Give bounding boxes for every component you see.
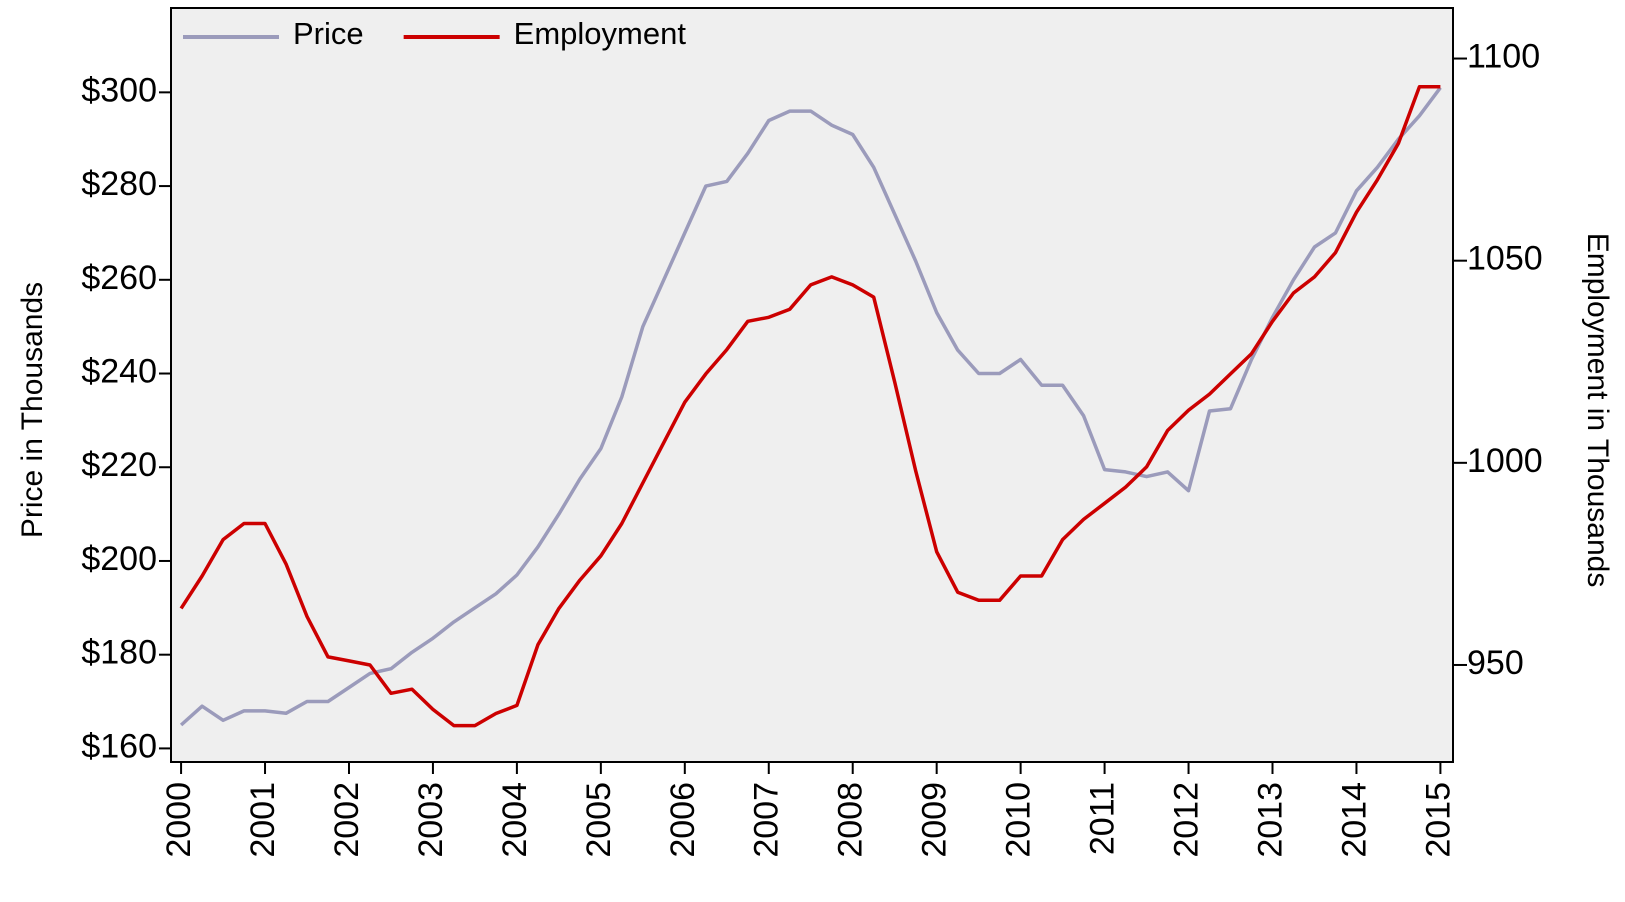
y-tick-label: $200: [81, 540, 157, 578]
x-tick-label: 2010: [1000, 782, 1038, 858]
y-tick-label: $300: [81, 71, 157, 109]
x-tick-label: 2005: [580, 782, 618, 858]
x-tick-label: 2006: [664, 782, 702, 858]
x-tick-label: 2014: [1335, 782, 1373, 858]
x-tick-label: 2001: [244, 782, 282, 858]
x-tick-label: 2000: [160, 782, 198, 858]
x-tick-label: 2002: [328, 782, 366, 858]
y-tick-label: $160: [81, 727, 157, 765]
x-tick-label: 2009: [916, 782, 954, 858]
y-tick-label: $180: [81, 634, 157, 672]
plot-area: [170, 7, 1454, 763]
y2-tick-label: 1000: [1467, 442, 1543, 480]
x-tick-label: 2008: [832, 782, 870, 858]
legend-label: Price: [293, 16, 364, 51]
x-tick-label: 2003: [412, 782, 450, 858]
y-tick-label: $240: [81, 353, 157, 391]
y-tick-label: $220: [81, 446, 157, 484]
series-line: [179, 86, 1442, 727]
y-axis-title: Price in Thousands: [16, 282, 49, 538]
y2-tick-label: 950: [1467, 644, 1524, 682]
x-tick-label: 2004: [496, 782, 534, 858]
y2-tick-label: 1100: [1467, 38, 1540, 76]
y-tick-label: $260: [81, 259, 157, 297]
x-tick-label: 2007: [748, 782, 786, 858]
series-line: [179, 85, 1441, 728]
y-tick-label: $280: [81, 165, 157, 203]
x-tick-label: 2015: [1419, 782, 1457, 858]
y2-axis-title: Employment in Thousands: [1581, 233, 1614, 588]
y2-tick-label: 1050: [1467, 240, 1543, 278]
x-tick-label: 2012: [1168, 782, 1206, 858]
x-tick-label: 2011: [1084, 782, 1122, 855]
x-tick-label: 2013: [1251, 782, 1289, 858]
legend-label: Employment: [514, 16, 687, 51]
